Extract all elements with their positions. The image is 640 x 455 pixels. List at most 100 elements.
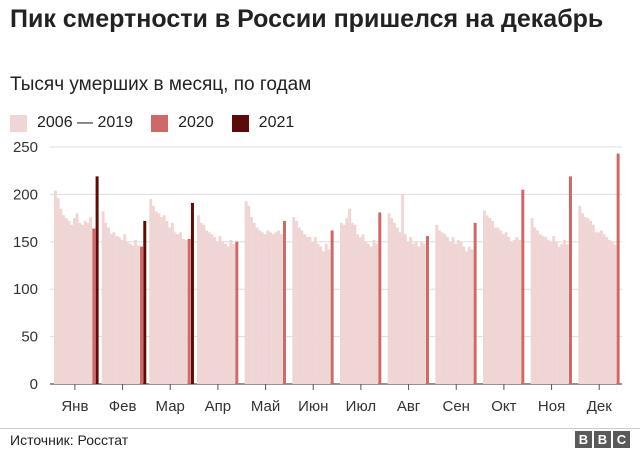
bar-history [149,199,153,384]
bar-history [440,232,444,384]
bar-history [115,236,119,384]
bar-history [199,222,203,384]
bar-history [350,222,354,384]
bar-history [308,237,312,384]
bar-history [86,222,90,384]
bar-history [589,220,593,384]
bar-history [152,205,155,384]
bar-history [215,241,219,384]
bar-history [541,236,545,384]
bar-history [207,232,211,384]
bar-history [608,239,611,384]
bar-history [565,244,569,384]
bar-history [499,230,503,384]
x-tick-label: Ноя [538,398,565,415]
bar-history [435,224,439,384]
bar-history [597,232,601,384]
bar-history [361,234,365,384]
bar-history [319,246,323,384]
y-tick-label: 150 [13,234,38,251]
bar-history [165,220,169,384]
bar-history [244,201,248,384]
bar-history [605,237,609,384]
bar-history [451,237,455,384]
bar-history [552,236,556,384]
bar-history [454,243,458,384]
bar-history [340,222,343,384]
bar-history [202,224,206,384]
legend-label-history: 2006 — 2019 [37,114,134,131]
bar-history [154,211,158,384]
bar-history [247,205,251,384]
x-tick-label: Апр [205,398,231,415]
bar-history [536,230,539,384]
bar-history [356,234,360,384]
bar-history [554,241,558,384]
bar-history [168,227,172,384]
bar-2020 [187,238,191,384]
bar-history [125,241,129,384]
bar-history [530,218,534,384]
bar-2020 [378,212,382,384]
bar-history [594,232,598,384]
bar-history [518,239,521,384]
legend-item-2020: 2020 [151,114,214,132]
legend-swatch-2021 [231,114,249,132]
bar-history [123,234,127,384]
bar-history [353,224,357,384]
bar-history [64,218,68,384]
bar-history [448,241,452,384]
bar-history [75,213,79,384]
bar-history [107,227,110,384]
bar-history [610,241,614,384]
bar-2020 [139,246,143,384]
bar-history [176,234,180,384]
source-note: Источник: Росстат [10,432,129,448]
bar-history [120,239,124,384]
bar-history [117,237,121,384]
bar-history [390,218,394,384]
bar-history [358,237,362,384]
bar-history [162,215,166,384]
bar-history [462,246,466,384]
bar-history [491,220,494,384]
bar-history [406,241,410,384]
bar-history [313,237,317,384]
bar-history [136,245,140,384]
bar-history [205,230,208,384]
bar-history [300,230,304,384]
bar-history [224,243,227,384]
bar-history [485,215,489,384]
bar-2020 [235,241,239,384]
bar-history [104,222,108,384]
bar-history [602,234,606,384]
x-tick-label: Июн [298,398,328,415]
bar-history [226,246,230,384]
bar-history [62,215,65,384]
bar-history [557,246,561,384]
bar-2020 [282,220,286,384]
bar-history [324,243,328,384]
bar-history [510,241,513,384]
x-tick-label: Окт [491,398,516,415]
bar-chart: 0 50 100 150 200 250 Янв Фев Мар Апр Май Июн Июл Авг С… [13,139,622,415]
bar-history [438,230,441,384]
bar-history [59,208,63,384]
chart-title: Пик смертности в России пришелся на дека… [10,5,604,33]
bar-2021 [143,220,147,384]
bar-history [456,239,460,384]
bbc-logo-b1: B [575,431,592,448]
bar-history [305,237,309,384]
x-tick-label: Июл [346,398,376,415]
bar-history [72,218,76,384]
legend-label-2020: 2020 [178,114,214,131]
bar-2020 [330,230,334,384]
bar-2020 [521,189,525,384]
bar-history [327,249,331,384]
bar-history [78,222,82,384]
bar-history [322,251,325,384]
bar-history [501,234,505,384]
bar-history [533,227,537,384]
legend: 2006 — 2019 2020 2021 [10,112,312,134]
bar-history [546,239,550,384]
